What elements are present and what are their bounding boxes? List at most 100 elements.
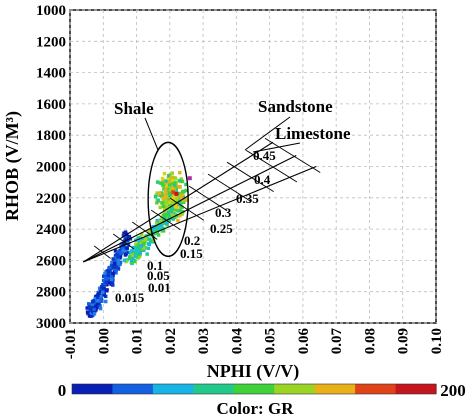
porosity-tie-line bbox=[264, 137, 321, 173]
y-tick-label: 2800 bbox=[36, 285, 66, 301]
data-point bbox=[161, 196, 165, 201]
data-point bbox=[110, 280, 115, 285]
data-point bbox=[171, 180, 175, 185]
grid-lines bbox=[69, 9, 437, 324]
x-tick-label: 0.04 bbox=[229, 328, 245, 355]
data-point bbox=[142, 248, 146, 252]
data-point bbox=[87, 302, 91, 306]
data-point bbox=[124, 237, 129, 242]
lithology-line bbox=[83, 165, 317, 263]
data-point bbox=[139, 232, 144, 237]
data-point bbox=[167, 174, 171, 178]
colorbar-segment bbox=[152, 384, 194, 394]
data-point bbox=[104, 280, 108, 285]
data-point bbox=[167, 214, 172, 219]
data-point bbox=[106, 273, 111, 278]
y-tick-label: 3000 bbox=[36, 316, 66, 332]
data-point bbox=[105, 282, 109, 287]
x-tick-label: 0.07 bbox=[329, 328, 345, 355]
data-point bbox=[96, 293, 101, 297]
lithology-overlay bbox=[83, 137, 321, 263]
data-point bbox=[160, 229, 165, 233]
data-point bbox=[173, 195, 177, 199]
data-point bbox=[181, 200, 186, 204]
porosity-label: 0.2 bbox=[184, 233, 200, 248]
data-point bbox=[99, 289, 103, 294]
y-tick-label: 1400 bbox=[36, 66, 66, 82]
lithology-line bbox=[83, 155, 297, 263]
data-point bbox=[162, 207, 167, 211]
data-point bbox=[85, 310, 90, 314]
data-point bbox=[133, 254, 137, 259]
porosity-label: 0.05 bbox=[147, 268, 170, 283]
y-tick-label: 2000 bbox=[36, 160, 66, 176]
data-point bbox=[102, 274, 106, 278]
porosity-label: 0.25 bbox=[210, 221, 233, 236]
data-point bbox=[123, 246, 127, 251]
colorbar-segment bbox=[72, 384, 114, 394]
data-point bbox=[97, 286, 102, 291]
data-point bbox=[172, 214, 176, 218]
x-axis-title: NPHI (V/V) bbox=[207, 361, 300, 382]
data-point bbox=[102, 293, 106, 297]
colorbar-max-label: 200 bbox=[440, 381, 466, 400]
data-point bbox=[111, 283, 115, 287]
y-tick-label: 2400 bbox=[36, 222, 66, 238]
data-point bbox=[180, 190, 185, 194]
data-point bbox=[180, 212, 184, 216]
data-point bbox=[151, 240, 155, 244]
porosity-tie-line bbox=[226, 161, 274, 192]
data-point bbox=[104, 278, 109, 282]
shale-ellipse bbox=[147, 141, 189, 258]
data-point bbox=[178, 170, 182, 175]
data-point bbox=[132, 248, 137, 253]
x-tick-label: 0.02 bbox=[163, 328, 179, 354]
data-point bbox=[118, 260, 123, 265]
data-point bbox=[166, 219, 171, 223]
data-point bbox=[139, 244, 144, 248]
data-point bbox=[168, 206, 172, 210]
data-point bbox=[139, 241, 143, 246]
data-point bbox=[92, 307, 96, 312]
data-point bbox=[175, 196, 179, 201]
data-point bbox=[125, 235, 130, 239]
data-point bbox=[94, 305, 98, 310]
data-point bbox=[90, 302, 95, 306]
data-point bbox=[165, 221, 169, 225]
porosity-tie-line bbox=[169, 197, 205, 221]
data-point bbox=[136, 245, 141, 250]
shale-label: Shale bbox=[114, 99, 154, 118]
data-point bbox=[180, 205, 184, 209]
data-point bbox=[137, 254, 142, 259]
data-point bbox=[91, 299, 96, 303]
data-point bbox=[179, 177, 184, 181]
data-point bbox=[172, 183, 177, 188]
data-point bbox=[165, 194, 170, 199]
x-tick-label: 0.03 bbox=[196, 328, 212, 354]
x-tick-label: -0.01 bbox=[63, 328, 79, 359]
colorbar-segment bbox=[193, 384, 235, 394]
porosity-label: 0.3 bbox=[215, 205, 232, 220]
data-point bbox=[109, 264, 114, 268]
y-tick-label: 1600 bbox=[36, 97, 66, 113]
porosity-label: 0.015 bbox=[115, 290, 145, 305]
data-point bbox=[102, 286, 106, 291]
sandstone-label: Sandstone bbox=[258, 97, 333, 116]
data-point bbox=[87, 304, 92, 309]
data-point bbox=[177, 191, 181, 196]
data-point bbox=[174, 203, 178, 207]
data-point bbox=[111, 271, 115, 276]
data-point bbox=[180, 198, 184, 203]
data-point bbox=[98, 297, 103, 302]
data-point bbox=[161, 183, 165, 187]
porosity-tie-line bbox=[207, 173, 251, 202]
colorbar-segment bbox=[112, 384, 154, 394]
y-tick-label: 1800 bbox=[36, 128, 66, 144]
data-point bbox=[111, 257, 115, 261]
data-point bbox=[99, 294, 104, 299]
data-point bbox=[137, 252, 141, 257]
data-point bbox=[184, 182, 188, 187]
data-point bbox=[129, 260, 134, 265]
data-point bbox=[162, 171, 167, 176]
data-point bbox=[103, 299, 108, 304]
